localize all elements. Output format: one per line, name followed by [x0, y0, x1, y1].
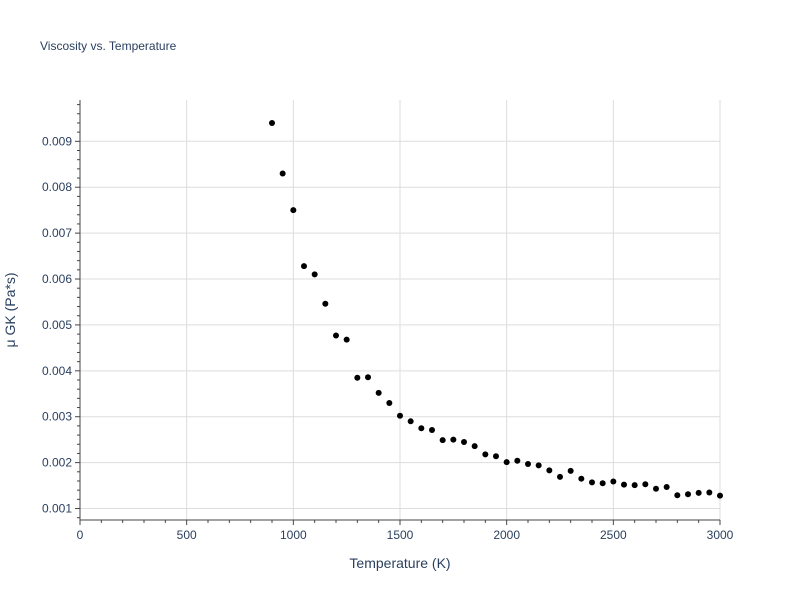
data-point [631, 482, 638, 489]
data-point [290, 207, 297, 214]
x-tick-label: 1000 [280, 528, 307, 542]
data-point [354, 374, 361, 381]
data-point [322, 300, 329, 307]
data-point [642, 481, 649, 488]
data-point [386, 399, 393, 406]
data-point [311, 271, 318, 278]
data-point [589, 479, 595, 486]
data-point [706, 489, 713, 496]
data-point [525, 461, 531, 467]
data-point [685, 491, 691, 498]
x-axis-label: Temperature (K) [349, 555, 450, 571]
y-tick-label: 0.008 [42, 180, 72, 194]
data-point [610, 478, 617, 485]
data-point [546, 467, 553, 474]
data-point [407, 418, 414, 425]
data-point [695, 489, 702, 496]
data-point [493, 453, 499, 460]
data-point [653, 485, 659, 492]
y-tick-label: 0.005 [42, 318, 72, 332]
data-point [557, 473, 563, 480]
y-tick-label: 0.009 [42, 134, 72, 148]
data-point [333, 332, 339, 339]
data-point [663, 483, 670, 490]
data-point [567, 467, 574, 474]
data-point [269, 119, 275, 126]
y-axis-label: μ GK (Pa*s) [2, 273, 18, 348]
chart-title: Viscosity vs. Temperature [40, 39, 177, 53]
x-tick-label: 0 [77, 528, 84, 542]
x-tick-label: 2500 [600, 528, 627, 542]
y-tick-label: 0.003 [42, 410, 72, 424]
data-point [482, 451, 489, 458]
data-point [578, 475, 585, 482]
x-tick-label: 500 [177, 528, 197, 542]
data-point [674, 492, 681, 499]
data-point [365, 374, 371, 381]
x-tick-label: 1500 [387, 528, 414, 542]
data-point [439, 437, 446, 444]
grid [80, 100, 721, 520]
data-point [279, 170, 286, 177]
y-tick-label: 0.004 [42, 364, 72, 378]
data-point [450, 436, 457, 443]
data-point [301, 263, 307, 270]
y-tick-label: 0.007 [42, 226, 72, 240]
data-point [717, 492, 723, 499]
data-point [621, 481, 627, 488]
data-point [397, 412, 403, 419]
data-points [269, 119, 723, 499]
data-point [599, 480, 606, 487]
data-point [514, 457, 521, 464]
data-point [471, 443, 478, 450]
y-tick-label: 0.001 [42, 502, 72, 516]
data-point [343, 336, 350, 343]
data-point [535, 462, 542, 469]
data-point [429, 427, 435, 434]
data-point [375, 389, 382, 396]
axes: 0 500 1000 1500 2000 2500 3000 0.001 0.002 0.003 0… [42, 100, 734, 542]
data-point [418, 425, 425, 432]
data-point [503, 459, 510, 466]
y-tick-label: 0.002 [42, 456, 72, 470]
y-tick-label: 0.006 [42, 272, 72, 286]
x-tick-label: 3000 [707, 528, 734, 542]
x-tick-label: 2000 [493, 528, 520, 542]
data-point [461, 438, 467, 445]
